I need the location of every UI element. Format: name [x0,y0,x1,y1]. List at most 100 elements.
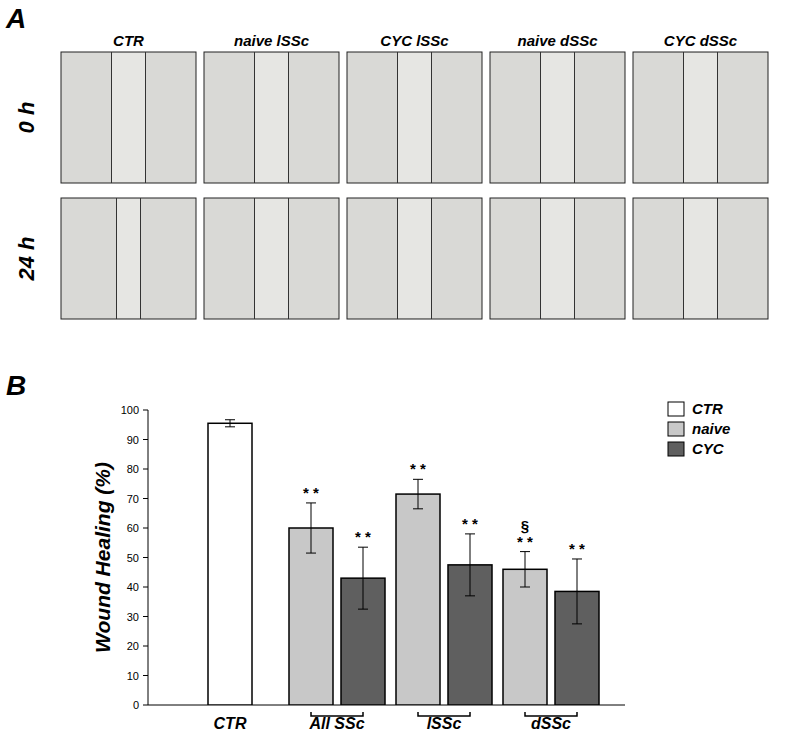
y-tick [143,705,148,706]
y-tick-label: 70 [127,493,139,505]
annotation: § [521,517,529,534]
y-tick [143,498,148,499]
y-tick-label: 0 [133,699,139,711]
annotation: * * [355,528,371,545]
y-tick-label: 20 [127,640,139,652]
y-tick-label: 10 [127,670,139,682]
wound-edge [397,52,398,183]
micrograph [204,52,339,183]
error-bar [358,547,368,609]
wound-edge [397,198,398,319]
wound-edge [145,52,146,183]
y-tick [143,587,148,588]
wound-edge [116,198,117,319]
bar [289,528,333,705]
micrograph [204,198,339,319]
y-tick-label: 90 [127,434,139,446]
micrograph [490,52,625,183]
micrograph [490,198,625,319]
wound-edge [140,198,141,319]
annotation: * * [517,533,533,550]
wound-edge [540,52,541,183]
y-tick-label: 40 [127,581,139,593]
y-tick-label: 100 [121,404,139,416]
column-label: naive dSSc [517,32,598,49]
bars [208,420,599,705]
error-bar [465,534,475,596]
wound-area [117,199,141,318]
y-tick-label: 30 [127,611,139,623]
x-tick-label: lSSc [427,715,462,732]
column-label: CTR [113,32,144,49]
wound-edge [288,52,289,183]
panel-label: B [6,370,26,401]
wound-edge [683,52,684,183]
x-tick-label: All SSc [308,715,364,732]
column-label: CYC dSSc [664,32,738,49]
error-bar [572,559,582,624]
bar [503,569,547,705]
column-label: naive lSSc [234,32,310,49]
legend-label: CTR [692,400,723,417]
error-bar [520,552,530,587]
y-tick [143,646,148,647]
wound-edge [111,52,112,183]
bar [396,494,440,705]
panel-label: A [5,3,26,34]
wound-edge [288,198,289,319]
wound-area [541,199,575,318]
error-bar [306,503,316,553]
wound-edge [431,198,432,319]
micrograph [633,198,768,319]
y-axis-label: Wound Healing (%) [91,462,114,653]
y-tick [143,557,148,558]
bar [208,423,252,705]
row-label: 0 h [14,102,39,134]
wound-edge [254,52,255,183]
micrograph [61,52,196,183]
wound-area [684,53,718,182]
y-tick-label: 60 [127,522,139,534]
wound-edge [431,52,432,183]
wound-edge [574,52,575,183]
annotation: * * [410,460,426,477]
micrograph [347,52,482,183]
y-tick [143,616,148,617]
wound-area [398,53,432,182]
legend-label: CYC [692,440,725,457]
legend-swatch [668,442,684,456]
error-bar [413,479,423,509]
row-label: 24 h [14,236,39,281]
annotation: * * [569,540,585,557]
error-bar [225,420,235,427]
wound-edge [254,198,255,319]
y-tick [143,675,148,676]
micrograph [633,52,768,183]
y-tick [143,410,148,411]
y-tick [143,469,148,470]
wound-area [398,199,432,318]
column-label: CYC lSSc [380,32,449,49]
wound-area [255,53,289,182]
micrograph [347,198,482,319]
x-tick-label: CTR [214,715,247,732]
micrograph [61,198,196,319]
y-tick [143,439,148,440]
wound-edge [717,198,718,319]
wound-edge [540,198,541,319]
wound-area [255,199,289,318]
x-tick-label: dSSc [531,715,571,732]
y-tick-label: 50 [127,552,139,564]
wound-area [684,199,718,318]
y-tick-label: 80 [127,463,139,475]
wound-area [541,53,575,182]
wound-edge [717,52,718,183]
legend-swatch [668,402,684,416]
legend-label: naive [692,420,730,437]
wound-edge [683,198,684,319]
wound-edge [574,198,575,319]
y-tick [143,528,148,529]
legend-swatch [668,422,684,436]
wound-area [112,53,146,182]
annotation: * * [303,484,319,501]
